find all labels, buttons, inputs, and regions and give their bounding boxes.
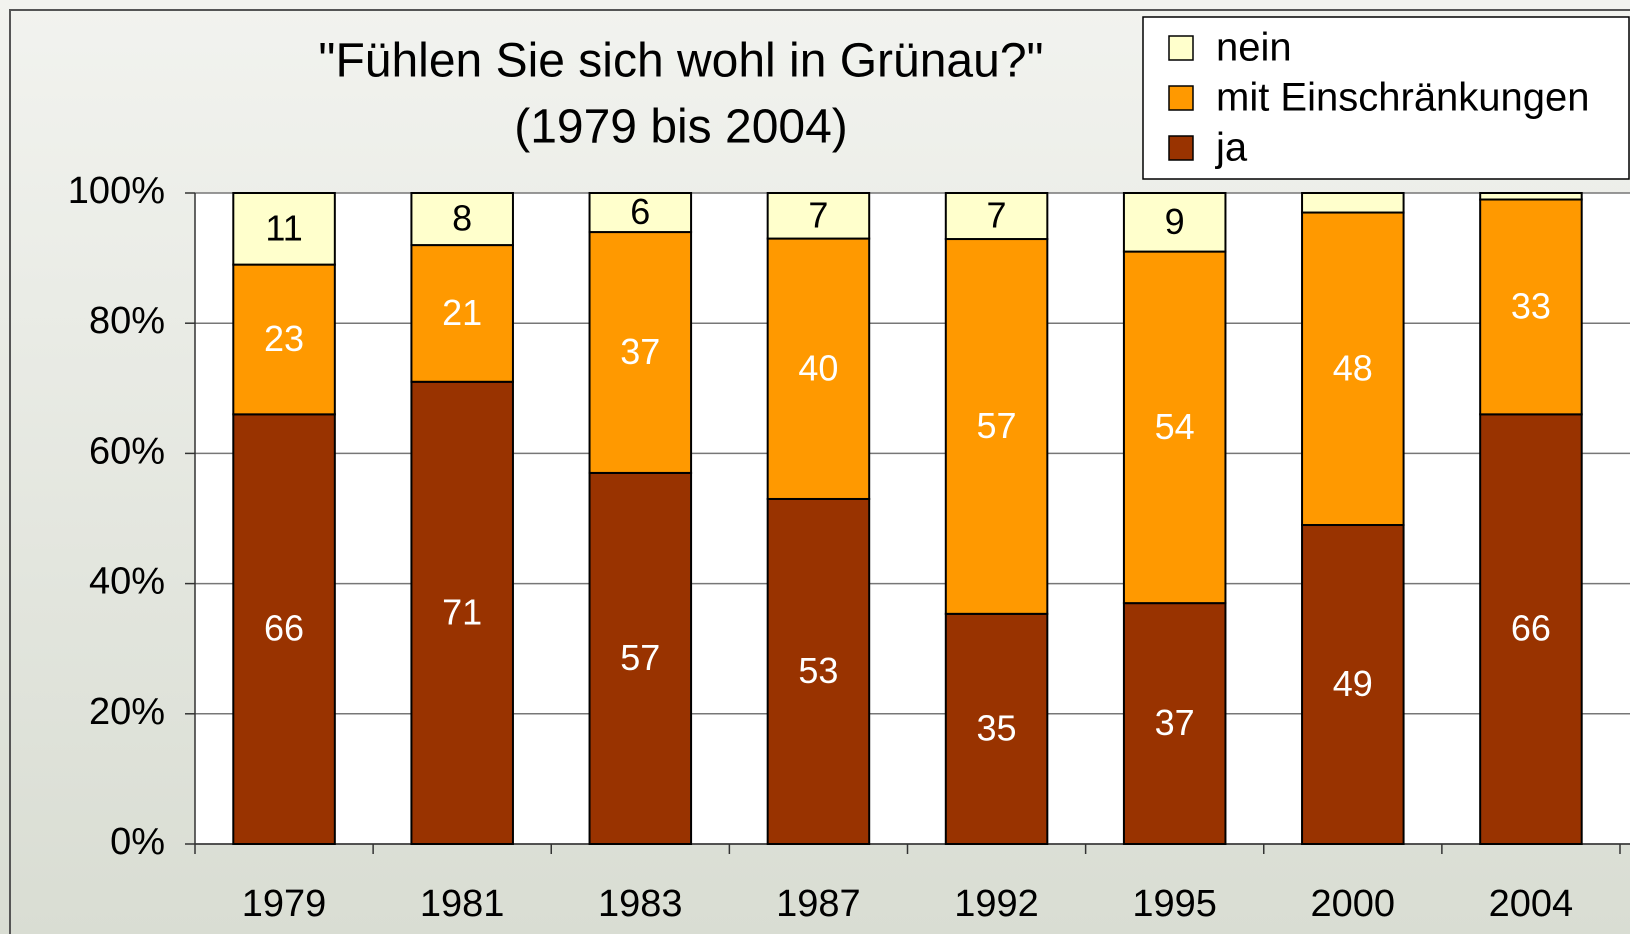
data-label: 48 [1333, 347, 1373, 388]
x-tick-label: 1983 [598, 883, 683, 925]
bar-segment [944, 192, 1049, 241]
data-label: 54 [1155, 406, 1195, 447]
data-label: 49 [1333, 663, 1373, 704]
y-tick-label: 40% [89, 561, 165, 603]
data-label: 7 [808, 194, 828, 235]
legend-swatch [1168, 85, 1194, 111]
data-label: 66 [1511, 608, 1551, 649]
bar-segment [232, 192, 336, 266]
x-tick-label: 2000 [1311, 883, 1396, 925]
bar-segment [1479, 192, 1583, 201]
bar-segment [410, 380, 514, 845]
bar-segment [588, 471, 693, 845]
legend-swatch [1168, 135, 1194, 161]
x-tick-label: 1981 [420, 883, 505, 925]
x-tick-label: 1995 [1132, 883, 1217, 925]
data-label: 35 [977, 707, 1017, 748]
bar-segment [944, 612, 1049, 846]
data-label: 40 [798, 347, 838, 388]
bar-segment [766, 192, 871, 240]
data-label: 57 [620, 637, 660, 678]
bar-segment [766, 497, 871, 845]
data-label: 53 [798, 650, 838, 691]
legend-label: ja [1215, 126, 1248, 170]
data-label: 8 [452, 198, 472, 239]
x-tick-label: 1987 [776, 883, 861, 925]
chart-title: "Fühlen Sie sich wohl in Grünau?" [318, 35, 1043, 88]
y-tick-label: 0% [110, 821, 165, 863]
bar-segment [766, 237, 871, 500]
chart-subtitle: (1979 bis 2004) [514, 101, 848, 154]
frame [9, 9, 1630, 934]
legend-label: nein [1216, 26, 1292, 70]
x-tick-label: 1979 [242, 883, 327, 925]
bar-segment [410, 192, 514, 247]
bar-segment [1479, 198, 1583, 416]
bar-segment [1301, 524, 1405, 845]
data-label: 66 [264, 608, 304, 649]
bar-segment [1122, 602, 1227, 845]
data-label: 33 [1511, 285, 1551, 326]
y-tick-label: 20% [89, 691, 165, 733]
data-label: 71 [442, 591, 482, 632]
data-label: 37 [620, 331, 660, 372]
legend-swatch [1168, 35, 1194, 61]
data-label: 9 [1165, 201, 1185, 242]
bar-segment [1122, 250, 1227, 605]
y-tick-label: 60% [89, 430, 165, 472]
bar-segment [1122, 192, 1227, 253]
bar-segment [588, 231, 693, 474]
x-tick-label: 1992 [954, 883, 1039, 925]
x-tick-label: 2004 [1489, 883, 1574, 925]
data-label: 7 [987, 195, 1007, 236]
legend-box [1142, 16, 1630, 180]
data-label: 57 [977, 405, 1017, 446]
bar-segment [410, 244, 514, 383]
data-label: 23 [264, 318, 304, 359]
bar-segment [1301, 192, 1405, 214]
bar-segment [1301, 211, 1405, 527]
y-tick-label: 80% [89, 300, 165, 342]
bar-segment [944, 238, 1049, 615]
data-label: 6 [630, 191, 650, 232]
y-tick-label: 100% [68, 170, 165, 212]
bar-segment [1479, 413, 1583, 845]
data-label: 11 [265, 207, 302, 248]
data-label: 37 [1155, 702, 1195, 743]
plot-area [195, 193, 1630, 844]
data-label: 21 [442, 292, 482, 333]
bar-segment [232, 263, 336, 416]
legend-label: mit Einschränkungen [1216, 76, 1590, 120]
bar-segment [588, 192, 693, 234]
